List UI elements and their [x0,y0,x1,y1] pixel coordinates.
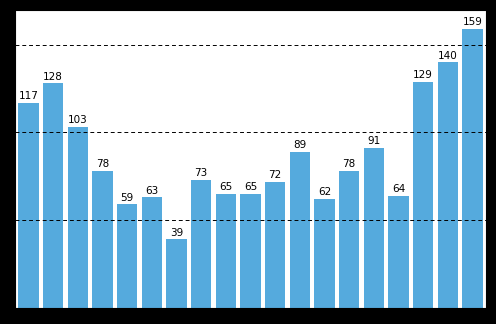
Bar [18,103,39,308]
Bar [438,62,458,308]
Bar [241,194,260,308]
Text: 78: 78 [96,159,109,169]
Bar [117,204,137,308]
Bar [43,83,63,308]
Bar [462,29,483,308]
Text: 103: 103 [68,115,88,125]
Text: 65: 65 [219,182,233,192]
Bar [191,180,211,308]
Bar [142,197,162,308]
Text: 65: 65 [244,182,257,192]
Text: 129: 129 [413,70,433,80]
Text: 39: 39 [170,228,183,238]
Text: 78: 78 [343,159,356,169]
Text: 117: 117 [18,91,38,101]
Bar [92,171,113,308]
Text: 63: 63 [145,186,158,196]
Bar [67,127,88,308]
Text: 64: 64 [392,184,405,194]
Bar [216,194,236,308]
Text: 62: 62 [318,187,331,197]
Bar [388,196,409,308]
Bar [413,82,434,308]
Bar [314,199,335,308]
Bar [364,148,384,308]
Bar [265,181,285,308]
Text: 59: 59 [121,192,134,202]
Text: 128: 128 [43,72,63,82]
Bar [290,152,310,308]
Text: 140: 140 [438,51,458,61]
Bar [166,239,186,308]
Text: 73: 73 [194,168,208,178]
Text: 72: 72 [268,170,282,180]
Bar [339,171,359,308]
Text: 159: 159 [463,17,483,27]
Text: 91: 91 [367,136,380,146]
Text: 89: 89 [293,140,307,150]
